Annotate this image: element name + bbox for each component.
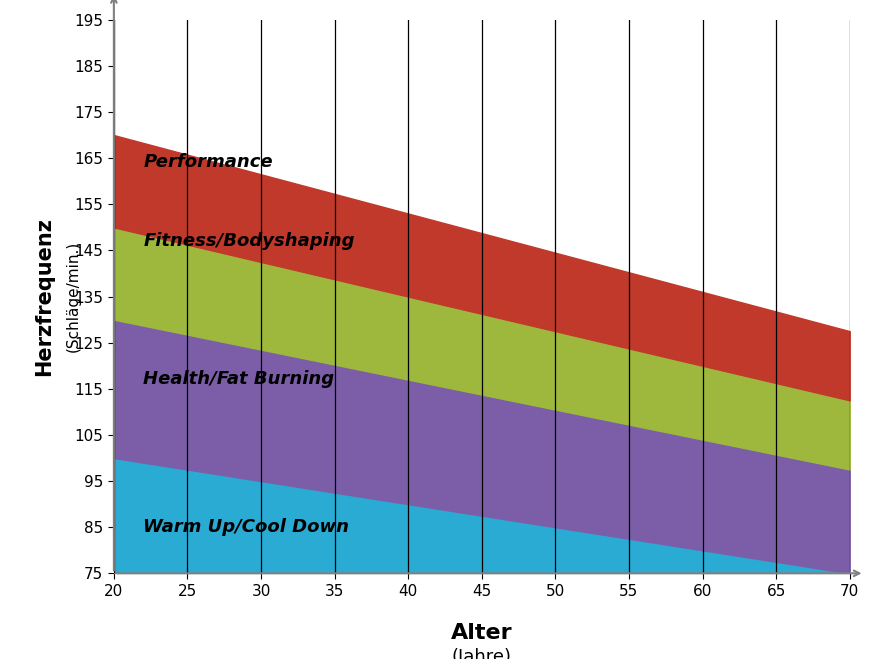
- Text: (Schläge/min.): (Schläge/min.): [66, 241, 81, 352]
- Text: Warm Up/Cool Down: Warm Up/Cool Down: [144, 518, 350, 536]
- Text: Alter: Alter: [451, 623, 512, 643]
- Text: Herzfrequenz: Herzfrequenz: [34, 217, 54, 376]
- Text: Health/Fat Burning: Health/Fat Burning: [144, 370, 335, 388]
- Text: (Jahre): (Jahre): [452, 648, 512, 659]
- Text: Performance: Performance: [144, 154, 273, 171]
- Text: Fitness/Bodyshaping: Fitness/Bodyshaping: [144, 232, 355, 250]
